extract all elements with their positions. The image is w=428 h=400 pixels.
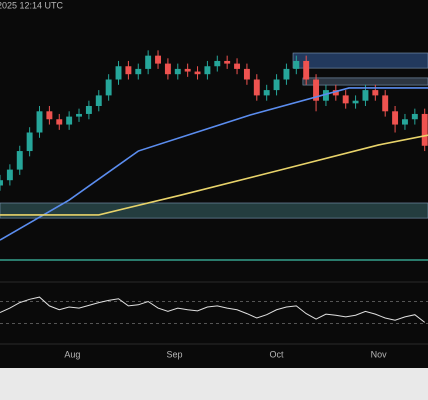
candle-body <box>155 55 161 64</box>
x-tick-label: Sep <box>166 349 182 359</box>
candle-body <box>234 63 241 69</box>
moving-average <box>0 134 428 216</box>
price-zone <box>0 202 428 219</box>
candle-body <box>401 119 408 125</box>
candle-body <box>243 68 250 80</box>
candle-body <box>56 119 63 125</box>
candle-body <box>332 90 339 96</box>
candle-body <box>6 169 13 181</box>
candle-body <box>105 79 112 96</box>
candle-body <box>293 60 300 69</box>
candle-body <box>273 79 280 91</box>
moving-average <box>0 87 428 241</box>
candle-body <box>76 113 82 117</box>
candle-body <box>66 116 73 125</box>
candle-body <box>174 68 181 75</box>
price-zone <box>302 77 428 86</box>
candle-body <box>283 68 290 80</box>
candle-body <box>392 111 399 125</box>
candle-body <box>135 68 142 75</box>
candle-body <box>16 151 23 170</box>
candle-body <box>224 60 231 64</box>
candle-body <box>164 63 171 75</box>
rsi-line <box>0 296 426 323</box>
candle-body <box>263 90 270 96</box>
timestamp: 2025 12:14 UTC <box>0 0 64 10</box>
x-tick-label: Nov <box>371 349 388 359</box>
candle-body <box>421 113 428 146</box>
candle-body <box>342 95 349 104</box>
candle-body <box>352 100 359 104</box>
candle-body <box>194 71 201 75</box>
candle-body <box>36 111 43 133</box>
candle-body <box>115 66 122 80</box>
candle-body <box>362 90 369 101</box>
candle-body <box>372 90 379 96</box>
candle-body <box>46 111 53 120</box>
price-zone <box>292 52 428 69</box>
candle-body <box>95 95 102 106</box>
x-tick-label: Oct <box>270 349 285 359</box>
candle-body <box>313 79 320 101</box>
candle-body <box>0 180 3 186</box>
candle-body <box>411 113 418 120</box>
candle-body <box>125 66 132 75</box>
candle-body <box>253 79 260 96</box>
candle-body <box>145 55 152 69</box>
candle-body <box>204 66 211 75</box>
candle-body <box>322 90 329 101</box>
x-tick-label: Aug <box>64 349 80 359</box>
candle-body <box>214 60 221 67</box>
candle-body <box>303 60 310 80</box>
candle-body <box>26 132 33 152</box>
candle-body <box>184 68 191 72</box>
candle-body <box>85 106 92 114</box>
candle-body <box>382 95 389 112</box>
